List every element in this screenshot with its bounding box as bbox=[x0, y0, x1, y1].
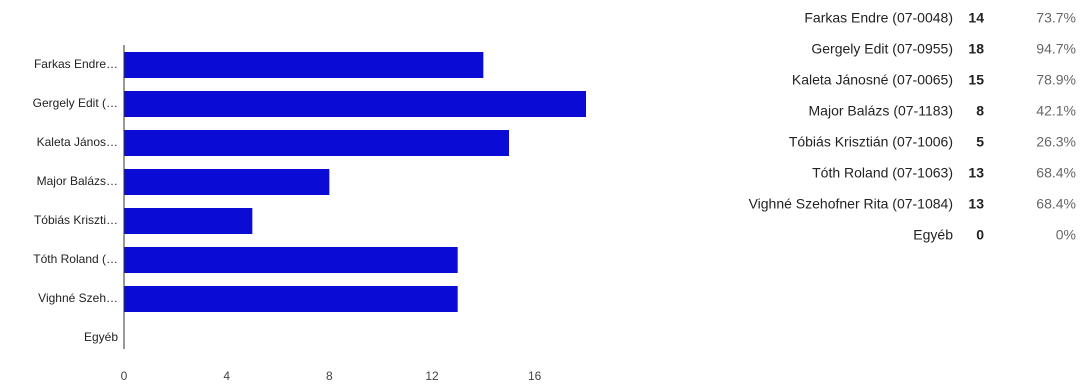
row-name: Tóth Roland (07-1063) bbox=[812, 165, 953, 181]
bar bbox=[124, 91, 586, 117]
row-percent: 42.1% bbox=[1036, 103, 1076, 119]
y-tick-label: Major Balázs… bbox=[37, 174, 118, 188]
row-percent: 26.3% bbox=[1036, 134, 1076, 150]
row-count: 5 bbox=[976, 134, 984, 150]
bar bbox=[124, 169, 330, 195]
row-name: Tóbiás Krisztián (07-1006) bbox=[789, 134, 953, 150]
y-tick-label: Farkas Endre… bbox=[34, 57, 118, 71]
row-count: 0 bbox=[976, 227, 984, 243]
row-name: Kaleta Jánosné (07-0065) bbox=[792, 72, 953, 88]
row-count: 8 bbox=[976, 103, 984, 119]
row-name: Farkas Endre (07-0048) bbox=[804, 10, 953, 26]
row-name: Major Balázs (07-1183) bbox=[809, 103, 953, 119]
x-tick-label: 0 bbox=[121, 369, 128, 383]
row-name: Egyéb bbox=[913, 227, 953, 243]
bar bbox=[124, 130, 509, 156]
row-name: Vighné Szehofner Rita (07-1084) bbox=[749, 196, 953, 212]
row-name: Gergely Edit (07-0955) bbox=[811, 41, 953, 57]
bar bbox=[124, 52, 484, 78]
y-tick-label: Tóbiás Kriszti… bbox=[34, 213, 118, 227]
row-percent: 73.7% bbox=[1036, 10, 1076, 26]
row-count: 13 bbox=[968, 196, 984, 212]
y-tick-label: Egyéb bbox=[84, 330, 118, 344]
row-percent: 68.4% bbox=[1036, 196, 1076, 212]
bar bbox=[124, 286, 458, 312]
row-percent: 0% bbox=[1056, 227, 1076, 243]
y-tick-label: Tóth Roland (… bbox=[33, 252, 118, 266]
row-percent: 78.9% bbox=[1036, 72, 1076, 88]
row-count: 14 bbox=[968, 10, 984, 26]
row-count: 13 bbox=[968, 165, 984, 181]
x-tick-label: 16 bbox=[528, 369, 542, 383]
row-count: 15 bbox=[968, 72, 984, 88]
bar bbox=[124, 247, 458, 273]
row-count: 18 bbox=[968, 41, 984, 57]
row-percent: 94.7% bbox=[1036, 41, 1076, 57]
row-percent: 68.4% bbox=[1036, 165, 1076, 181]
x-tick-label: 8 bbox=[326, 369, 333, 383]
bar bbox=[124, 208, 253, 234]
y-tick-label: Kaleta János… bbox=[37, 135, 118, 149]
y-tick-label: Gergely Edit (… bbox=[33, 96, 118, 110]
y-tick-label: Vighné Szeh… bbox=[38, 291, 118, 305]
x-tick-label: 12 bbox=[425, 369, 439, 383]
x-tick-label: 4 bbox=[223, 369, 230, 383]
